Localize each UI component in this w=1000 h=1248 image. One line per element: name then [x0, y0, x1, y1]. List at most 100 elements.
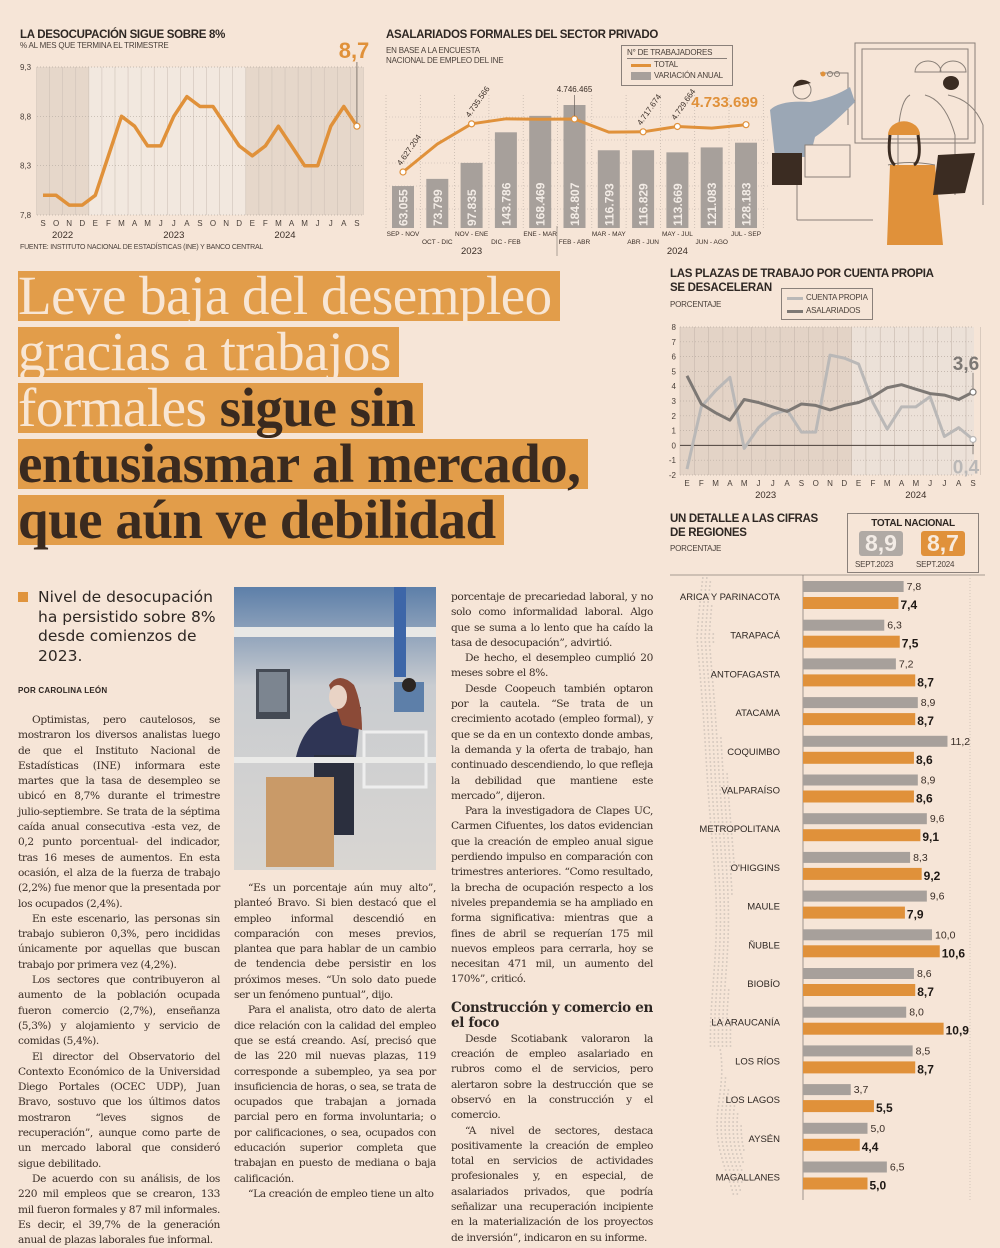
region-value-2024: 7,4 — [900, 598, 917, 612]
paragraph: De acuerdo con su análisis, de los 220 m… — [18, 1172, 220, 1247]
region-value-2024: 4,4 — [862, 1140, 879, 1154]
chart3-xtick: D — [841, 479, 847, 488]
headline-text: que aún ve debilidad — [18, 489, 496, 550]
chart1-xtick: E — [93, 219, 98, 228]
region-value-2024: 10,6 — [942, 946, 966, 960]
chart2-bar — [460, 162, 483, 228]
chart2-bar — [666, 152, 689, 228]
chart4-subtitle: PORCENTAJE — [670, 544, 722, 553]
chart2-bar — [392, 186, 414, 228]
chart2-bar — [529, 115, 552, 228]
region-bar-2024 — [803, 790, 914, 803]
paragraph: “La creación de empleo tiene un alto — [248, 1187, 434, 1200]
region-bar-2024 — [803, 1061, 916, 1074]
chile-map-dots-icon — [696, 577, 745, 1195]
charts-canvas: 7,88,38,89,3S O N D E F M A M J J A S O N D E F M A M J J A S202… — [20, 38, 985, 1200]
chart2-category: ENE - MAR — [523, 231, 557, 238]
chart4-title-2: DE REGIONES — [670, 527, 747, 539]
chart1-title: LA DESOCUPACIÓN SIGUE SOBRE 8% — [20, 29, 226, 41]
chart3-ytick: 5 — [672, 367, 677, 376]
chart1-xtick: S — [40, 219, 45, 228]
chart3-end-point — [969, 435, 977, 444]
chart2-point — [468, 120, 476, 128]
chart2-point-label: 4.746.465 — [557, 85, 593, 94]
region-value-2023: 8,0 — [909, 1007, 924, 1019]
headline-line-4: entusiasmar al mercado, — [18, 436, 589, 491]
region-bar-2024 — [803, 635, 900, 648]
region-bar-2023 — [803, 813, 927, 825]
chart2-bar-label: 143.786 — [499, 182, 513, 226]
chart1-xtick: N — [223, 219, 229, 228]
chart1-xtick: D — [236, 219, 242, 228]
chart2-subtitle-2: NACIONAL DE EMPLEO DEL INE — [386, 56, 504, 65]
region-value-2023: 8,9 — [921, 775, 936, 787]
region-label: ARICA Y PARINACOTA — [680, 592, 781, 603]
chart3-xtick: M — [712, 479, 719, 488]
region-value-2024: 8,6 — [916, 792, 933, 806]
region-label: ANTOFAGASTA — [711, 669, 781, 680]
headline-text: formales — [18, 377, 220, 438]
chart3-xtick: J — [771, 479, 775, 488]
chart1-subtitle: % AL MES QUE TERMINA EL TRIMESTRE — [20, 41, 169, 50]
total-2024-value: 8,7 — [921, 531, 965, 556]
chart1-year: 2023 — [163, 230, 184, 241]
chart3-xtick: S — [970, 479, 975, 488]
chart3-cuenta-propia-line — [685, 353, 974, 470]
chart3-asalariados-line — [685, 375, 974, 422]
region-value-2023: 6,5 — [890, 1162, 905, 1174]
region-label: O'HIGGINS — [731, 863, 780, 874]
region-value-2024: 5,5 — [876, 1101, 893, 1115]
lead-summary: Nivel de desocupación ha persistido sobr… — [18, 588, 223, 666]
chart3-title-1: LAS PLAZAS DE TRABAJO POR CUENTA PROPIA — [670, 268, 934, 280]
region-value-2024: 5,0 — [870, 1179, 887, 1193]
paragraph: De hecho, el desempleo cumplió 20 meses … — [451, 652, 653, 680]
bullet-square-icon — [18, 592, 28, 602]
region-value-2024: 8,7 — [917, 675, 934, 689]
chart2-point-label: 4.627.204 — [395, 132, 423, 167]
chart2-bar-label: 168.469 — [534, 182, 548, 226]
chart3-xtick: A — [899, 479, 905, 488]
region-value-2023: 8,3 — [913, 852, 928, 864]
chart2-category: NOV - ENE — [455, 231, 489, 238]
chart1-line — [43, 94, 359, 207]
chart1-xtick: F — [106, 219, 111, 228]
chart1-year: 2024 — [274, 230, 295, 241]
total-nacional-box: TOTAL NACIONAL 8,9 8,7 SEPT.2023 SEPT.20… — [847, 513, 979, 573]
chart3-ytick: 3 — [672, 397, 677, 406]
chart3-xtick: N — [827, 479, 833, 488]
region-bar-2024 — [803, 1100, 874, 1113]
headline-line-1: Leve baja del desempleo — [18, 268, 560, 323]
total-nacional-label: TOTAL NACIONAL — [871, 518, 955, 529]
region-value-2023: 8,9 — [921, 697, 936, 709]
chart3-subtitle: PORCENTAJE — [670, 300, 722, 309]
region-value-2023: 10,0 — [935, 929, 956, 941]
region-value-2024: 8,7 — [917, 985, 934, 999]
chart2-category: MAY - JUL — [662, 231, 693, 238]
region-bar-2023 — [803, 1084, 851, 1096]
region-bar-2023 — [803, 851, 911, 863]
paragraph: El director del Observatorio del Context… — [18, 1050, 220, 1170]
chart3-ytick: 0 — [672, 441, 677, 450]
chart2-category: JUN - AGO — [695, 239, 728, 246]
chart1-xtick: J — [172, 219, 176, 228]
legend-variation-label: VARIACIÓN ANUAL — [654, 71, 723, 80]
region-value-2024: 8,7 — [917, 714, 934, 728]
region-value-2024: 9,1 — [922, 830, 939, 844]
paragraph: Los sectores que contribuyeron al aument… — [18, 974, 220, 1048]
region-value-2023: 9,6 — [930, 891, 945, 903]
chart2-category: JUL - SEP — [731, 231, 761, 238]
chart3-xtick: S — [799, 479, 804, 488]
region-label: COQUIMBO — [727, 747, 780, 758]
paragraph: porcentaje de precariedad laboral, y no … — [451, 591, 653, 649]
chart1-ytick: 9,3 — [20, 63, 32, 72]
region-bar-2023 — [803, 1161, 887, 1173]
chart2-category: ABR - JUN — [627, 239, 659, 246]
article-column-3: porcentaje de precariedad laboral, y no … — [451, 590, 653, 1246]
region-bar-2023 — [803, 697, 918, 709]
chart4-title-1: UN DETALLE A LAS CIFRAS — [670, 513, 818, 525]
article-column-1: Optimistas, pero cautelosos, se mostraro… — [18, 713, 220, 1248]
lead-text: Nivel de desocupación ha persistido sobr… — [38, 588, 216, 665]
chart2-category: OCT - DIC — [422, 239, 453, 246]
headline-text: Leve baja del desempleo — [18, 265, 552, 326]
region-bar-2024 — [803, 945, 940, 958]
